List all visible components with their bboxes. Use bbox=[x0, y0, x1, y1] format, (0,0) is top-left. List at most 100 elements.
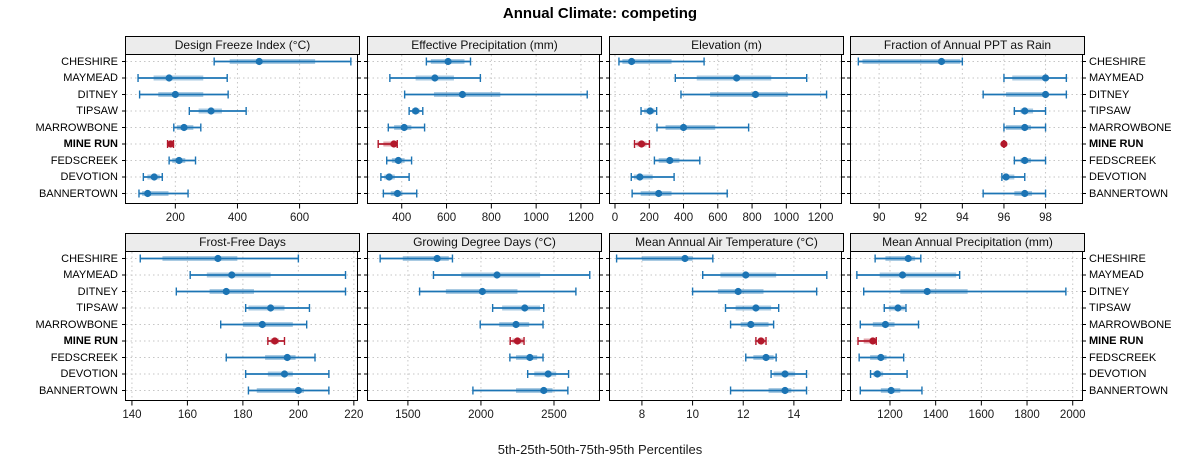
median-dot bbox=[894, 304, 902, 312]
interval-mine-run bbox=[166, 140, 175, 148]
median-dot bbox=[887, 386, 895, 395]
site-label-left-mine-run: MINE RUN bbox=[63, 138, 118, 150]
median-dot bbox=[433, 254, 441, 263]
panel-strip-elevation: Elevation (m) bbox=[609, 36, 844, 55]
median-dot bbox=[781, 386, 789, 395]
median-dot bbox=[207, 107, 215, 115]
median-dot bbox=[646, 107, 654, 115]
panel-3: 90 92 94 96 98 bbox=[847, 54, 1086, 224]
x-axis-tick-label: 600 bbox=[290, 212, 309, 224]
median-dot bbox=[431, 74, 439, 82]
panel-strip-effective-precipitation: Effective Precipitation (mm) bbox=[367, 36, 602, 55]
interval-devotion bbox=[380, 173, 410, 181]
site-label-right-tipsaw: TIPSAW bbox=[1089, 105, 1131, 117]
site-label-right-devotion: DEVOTION bbox=[1089, 368, 1147, 380]
median-dot bbox=[937, 57, 946, 66]
interval-mine-run bbox=[633, 140, 651, 148]
panel-strip-mean-precipitation: Mean Annual Precipitation (mm) bbox=[850, 233, 1085, 252]
interval-fedscreek bbox=[168, 156, 197, 165]
interval-tipsaw bbox=[724, 304, 780, 312]
median-dot bbox=[167, 140, 175, 148]
median-dot bbox=[734, 287, 742, 296]
x-axis-tick-label: 600 bbox=[437, 212, 456, 224]
site-label-left-mine-run: MINE RUN bbox=[63, 335, 118, 347]
x-axis-tick-label: 600 bbox=[708, 212, 727, 224]
median-dot bbox=[1000, 140, 1008, 148]
x-axis-tick-label: 2000 bbox=[468, 409, 494, 421]
median-dot bbox=[1021, 123, 1029, 132]
median-dot bbox=[666, 156, 674, 165]
median-dot bbox=[175, 156, 183, 165]
site-label-right-tipsaw: TIPSAW bbox=[1089, 302, 1131, 314]
panel-strip-growing-degree-days: Growing Degree Days (°C) bbox=[367, 233, 602, 252]
median-dot bbox=[904, 254, 912, 263]
site-label-left-bannertown: BANNERTOWN bbox=[38, 384, 118, 397]
median-dot bbox=[412, 107, 420, 115]
interval-marrowbone bbox=[387, 123, 426, 132]
median-dot bbox=[679, 123, 688, 132]
interval-mine-run bbox=[377, 140, 398, 148]
median-dot bbox=[478, 287, 487, 296]
median-dot bbox=[280, 370, 289, 378]
site-label-left-ditney: DITNEY bbox=[77, 285, 118, 298]
x-axis-tick-label: 1800 bbox=[1014, 409, 1040, 421]
interval-devotion bbox=[770, 370, 808, 378]
interval-bannertown bbox=[982, 189, 1047, 198]
median-dot bbox=[283, 353, 291, 362]
interval-devotion bbox=[1001, 173, 1026, 181]
interval-cheshire bbox=[615, 254, 714, 263]
interval-marrowbone bbox=[859, 320, 920, 329]
site-label-right-ditney: DITNEY bbox=[1089, 285, 1130, 298]
interval-fedscreek bbox=[653, 156, 701, 165]
median-dot bbox=[1041, 90, 1050, 99]
site-label-right-fedscreek: FEDSCREEK bbox=[1089, 154, 1157, 167]
interval-cheshire bbox=[618, 57, 705, 66]
median-dot bbox=[628, 57, 636, 66]
site-label-left-bannertown: BANNERTOWN bbox=[38, 187, 118, 200]
median-dot bbox=[898, 271, 907, 279]
interval-maymead bbox=[389, 74, 482, 82]
interval-fedscreek bbox=[745, 353, 777, 362]
median-dot bbox=[165, 74, 173, 82]
interval-devotion bbox=[244, 370, 330, 378]
x-axis-tick-label: 1500 bbox=[395, 409, 421, 421]
panel-4: 140 160 180 200 220 bbox=[122, 251, 363, 421]
x-axis-tick-label: 96 bbox=[998, 212, 1011, 224]
x-axis-tick-label: 1600 bbox=[969, 409, 995, 421]
site-label-left-tipsaw: TIPSAW bbox=[76, 105, 118, 117]
interval-devotion bbox=[142, 173, 163, 181]
median-dot bbox=[781, 370, 789, 378]
interval-tipsaw bbox=[1013, 107, 1047, 115]
site-label-left-ditney: DITNEY bbox=[77, 88, 118, 101]
interval-ditney bbox=[863, 287, 1067, 296]
interval-mine-run bbox=[1000, 140, 1008, 148]
site-label-left-tipsaw: TIPSAW bbox=[76, 302, 118, 314]
median-dot bbox=[923, 287, 931, 296]
interval-devotion bbox=[526, 370, 570, 378]
x-axis-tick-label: 220 bbox=[344, 409, 363, 421]
interval-cheshire bbox=[425, 57, 472, 66]
median-dot bbox=[877, 353, 885, 362]
x-axis-tick-label: 1000 bbox=[523, 212, 549, 224]
panel-6: 8 10 12 14 bbox=[606, 251, 845, 421]
site-label-right-maymead: MAYMEAD bbox=[1089, 269, 1144, 281]
x-axis-tick-label: 400 bbox=[392, 212, 411, 224]
interval-maymead bbox=[189, 271, 347, 279]
median-dot bbox=[144, 189, 152, 198]
median-dot bbox=[493, 271, 501, 279]
x-axis-tick-label: 98 bbox=[1039, 212, 1052, 224]
median-dot bbox=[637, 140, 646, 148]
median-dot bbox=[751, 90, 760, 99]
x-axis-tick-label: 0 bbox=[612, 212, 618, 224]
x-axis-tick-label: 1200 bbox=[568, 212, 594, 224]
median-dot bbox=[222, 287, 230, 296]
interval-mine-run bbox=[755, 337, 767, 345]
interval-marrowbone bbox=[219, 320, 308, 329]
site-label-right-maymead: MAYMEAD bbox=[1089, 72, 1144, 84]
interval-maymead bbox=[856, 271, 961, 279]
panel-5: 1500 2000 2500 bbox=[364, 251, 603, 421]
interval-cheshire bbox=[379, 254, 454, 263]
interval-fedscreek bbox=[225, 353, 316, 362]
median-dot bbox=[742, 271, 750, 279]
median-dot bbox=[458, 90, 467, 99]
